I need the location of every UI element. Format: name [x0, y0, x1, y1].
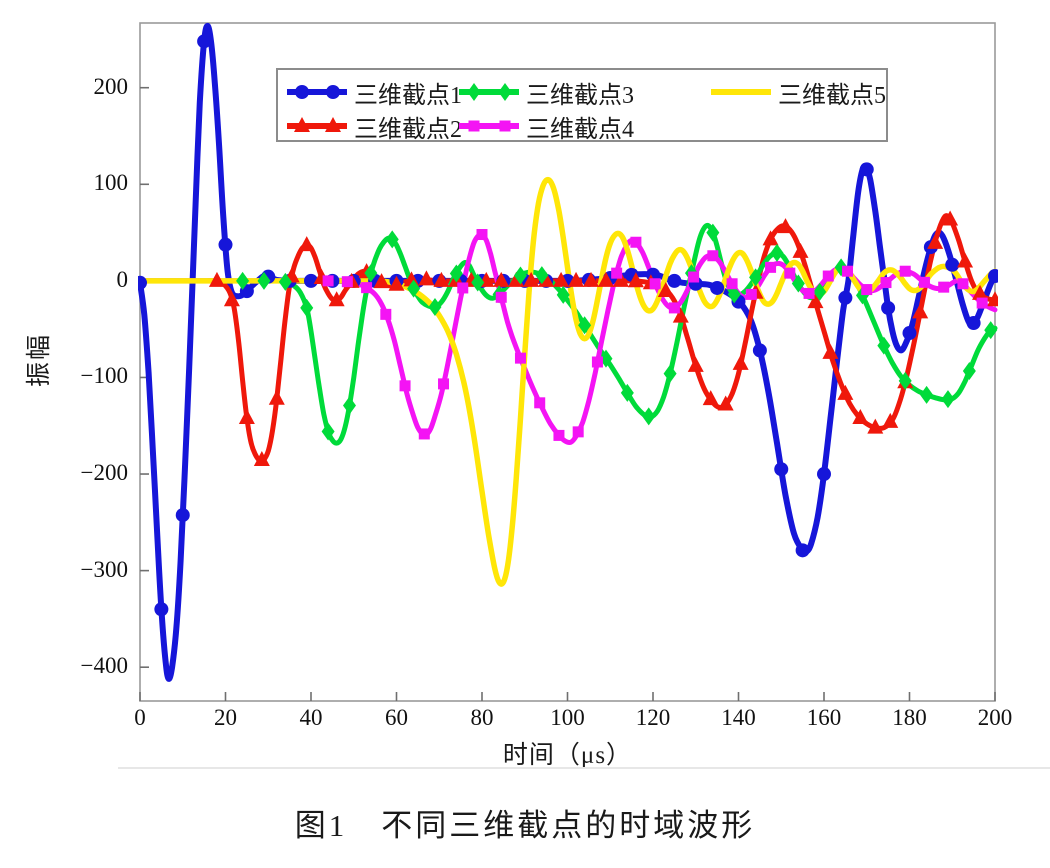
legend-label-1: 三维截点1	[354, 82, 462, 109]
waveform-chart	[138, 22, 998, 702]
x-tick-label: 20	[214, 705, 237, 730]
y-tick-label: −400	[80, 653, 128, 679]
series-line-5	[138, 176, 998, 587]
legend-sample-triangle	[287, 117, 347, 132]
x-tick-label: 0	[134, 705, 146, 730]
chart-legend: 三维截点1 三维截点2 三维截点3 三维截点4 三维截点5	[276, 68, 888, 143]
legend-item-5: 三维截点5	[710, 77, 886, 109]
y-tick-label: 200	[93, 73, 129, 99]
legend-label-3: 三维截点3	[526, 82, 634, 109]
x-tick-label: 80	[470, 705, 494, 730]
legend-sample-square	[459, 120, 519, 132]
x-tick-label: 40	[299, 705, 323, 730]
legend-item-4: 三维截点4	[458, 111, 634, 143]
figure-caption: 图1 不同三维截点的时域波形	[294, 808, 756, 843]
y-tick-label: −300	[80, 556, 128, 582]
x-tick-label: 100	[550, 705, 585, 730]
x-tick-label: 180	[892, 705, 927, 730]
legend-label-2: 三维截点2	[354, 116, 462, 143]
legend-item-3: 三维截点3	[458, 77, 634, 109]
y-tick-label: 0	[116, 266, 129, 292]
x-tick-label: 200	[977, 705, 1013, 730]
legend-sample-circle	[287, 85, 347, 99]
page-rule	[118, 767, 1050, 769]
y-tick-label: 100	[93, 170, 129, 196]
x-tick-label: 140	[721, 705, 756, 730]
legend-sample-diamond	[459, 83, 519, 101]
legend-label-4: 三维截点4	[526, 116, 634, 143]
series-markers	[138, 34, 998, 617]
legend-label-5: 三维截点5	[778, 82, 886, 109]
legend-item-1: 三维截点1	[286, 77, 462, 109]
y-tick-label: −100	[80, 363, 128, 389]
x-tick-label: 60	[385, 705, 408, 730]
y-tick-label: −200	[80, 460, 128, 486]
x-axis-label: 时间（μs）	[502, 742, 633, 769]
legend-item-2: 三维截点2	[286, 111, 462, 143]
y-axis-label: 振幅	[26, 333, 53, 388]
x-tick-label: 160	[806, 705, 842, 730]
legend-sample-none	[711, 89, 771, 95]
x-tick-label: 120	[635, 705, 671, 730]
